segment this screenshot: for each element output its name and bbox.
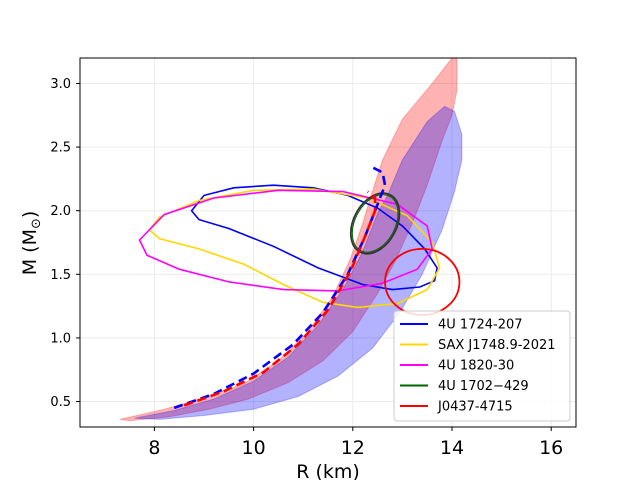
plot-frame [79, 57, 577, 428]
legend: 4U 1724-207 SAX J1748.9-2021 4U 1820-30 4U … [393, 310, 571, 422]
x-tick-label: 8 [148, 437, 160, 459]
x-tick-label: 16 [539, 437, 563, 459]
red-dashed-curve [183, 190, 377, 407]
legend-label-2: 4U 1820-30 [438, 359, 514, 374]
contour-1 [148, 188, 441, 309]
y-axis-label: M (M⊙) [19, 211, 44, 276]
y-tick-label: 1.5 [50, 268, 71, 283]
y-tick-label: 1.0 [50, 331, 71, 346]
legend-label-1: SAX J1748.9-2021 [438, 338, 556, 353]
x-tick-label: 14 [440, 437, 464, 459]
y-tick-label: 0.5 [50, 395, 71, 410]
y-axis-label-sub: ⊙ [29, 218, 44, 229]
x-tick-label: 10 [242, 437, 266, 459]
y-tick-label: 2.5 [50, 141, 71, 156]
contour-0 [190, 184, 438, 291]
axis-ticks: 8 10 12 14 16 0.5 1.0 1.5 2.0 2.5 3.0 [50, 77, 563, 459]
x-tick-label: 12 [341, 437, 365, 459]
legend-label-3: 4U 1702−429 [438, 379, 529, 394]
y-axis-label-close: ) [19, 211, 41, 218]
legend-label-4: J0437-4715 [437, 400, 513, 415]
x-axis-label: R (km) [296, 461, 360, 480]
y-tick-label: 3.0 [50, 77, 71, 92]
contour-3-inner [351, 194, 399, 253]
legend-box [393, 310, 571, 422]
blue-confidence-band [134, 105, 463, 420]
contour-2 [138, 189, 434, 292]
legend-label-0: 4U 1724-207 [438, 318, 523, 333]
y-tick-label: 2.0 [50, 204, 71, 219]
y-axis-label-main: M (M [19, 229, 41, 275]
